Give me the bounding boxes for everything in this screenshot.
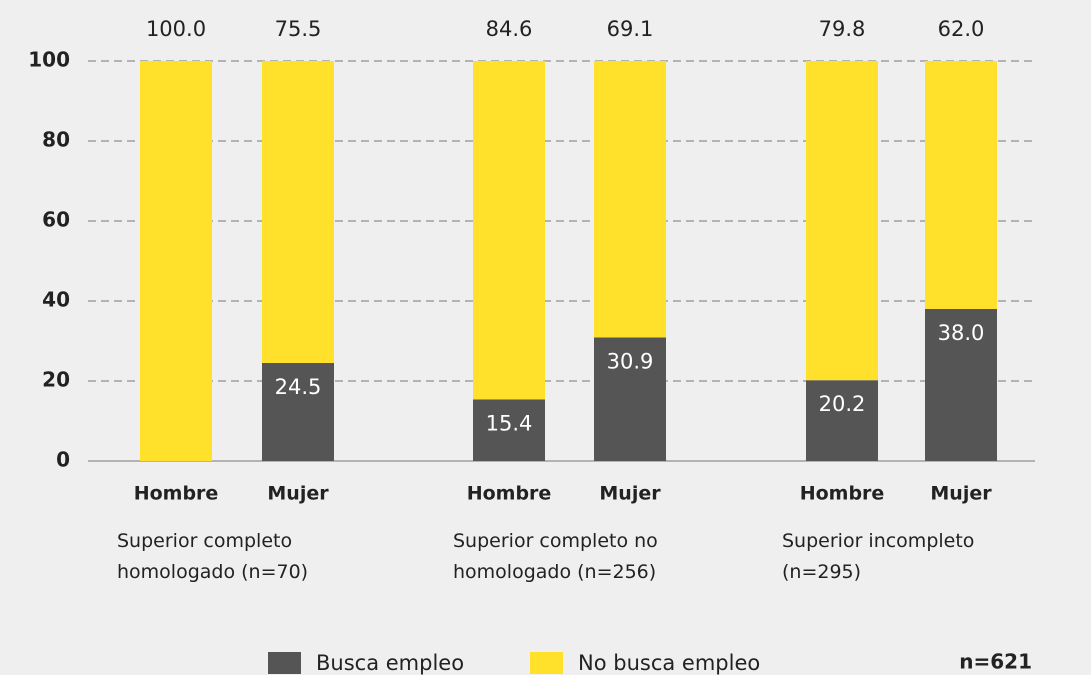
- bar-segment: [262, 61, 334, 363]
- x-tick-label: Hombre: [800, 483, 885, 505]
- bar-segment: [473, 399, 545, 461]
- bar-segment: [473, 61, 545, 400]
- bar-segment: [925, 309, 997, 461]
- x-tick-label: Mujer: [599, 483, 661, 505]
- data-label: 30.9: [607, 349, 654, 373]
- y-tick-label: 100: [28, 48, 70, 72]
- bar-segment: [806, 61, 878, 381]
- y-tick-label: 20: [42, 368, 70, 392]
- legend-swatch: [268, 652, 301, 674]
- bar-segment: [594, 61, 666, 338]
- y-tick-label: 0: [56, 448, 70, 472]
- note: n=621: [959, 650, 1032, 674]
- bar-segment: [925, 61, 997, 309]
- data-label: 38.0: [938, 321, 985, 345]
- x-tick-label: Hombre: [467, 483, 552, 505]
- bar-segment: [806, 380, 878, 461]
- group-label: Superior incompleto (n=295): [782, 530, 975, 583]
- data-label: 62.0: [938, 17, 985, 41]
- x-tick-label: Mujer: [930, 483, 992, 505]
- data-label: 79.8: [819, 17, 866, 41]
- x-tick-label: Mujer: [267, 483, 329, 505]
- y-tick-label: 80: [42, 128, 70, 152]
- data-label: 20.2: [819, 392, 866, 416]
- legend-label: Busca empleo: [316, 651, 464, 675]
- y-tick-label: 40: [42, 288, 70, 312]
- bar-segment: [262, 363, 334, 461]
- data-label: 24.5: [275, 375, 322, 399]
- group-label: Superior completo homologado (n=70): [117, 530, 309, 583]
- data-label: 15.4: [486, 411, 533, 435]
- legend-swatch: [530, 652, 563, 674]
- bar-segment: [594, 337, 666, 461]
- bar-segment: [140, 61, 212, 461]
- x-tick-label: Hombre: [134, 483, 219, 505]
- y-tick-label: 60: [42, 208, 70, 232]
- data-label: 84.6: [486, 17, 533, 41]
- group-label: Superior completo no homologado (n=256): [453, 530, 658, 583]
- data-label: 100.0: [146, 17, 206, 41]
- data-label: 69.1: [607, 17, 654, 41]
- data-label: 75.5: [275, 17, 322, 41]
- legend-label: No busca empleo: [578, 651, 760, 675]
